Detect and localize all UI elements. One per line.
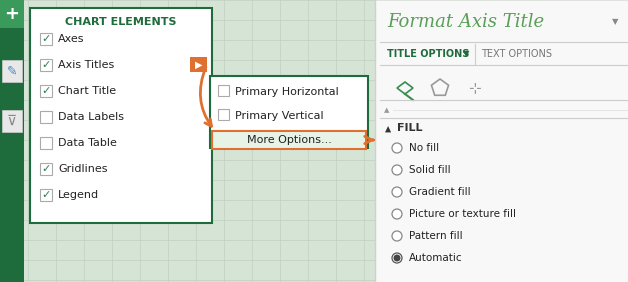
Circle shape [394, 255, 400, 261]
FancyBboxPatch shape [190, 57, 207, 72]
Text: ▲: ▲ [384, 107, 390, 113]
FancyBboxPatch shape [40, 137, 52, 149]
Text: CHART ELEMENTS: CHART ELEMENTS [65, 17, 176, 27]
Text: More Options...: More Options... [247, 135, 332, 145]
FancyArrowPatch shape [365, 136, 373, 144]
FancyBboxPatch shape [218, 109, 229, 120]
FancyBboxPatch shape [210, 76, 368, 148]
Text: Automatic: Automatic [409, 253, 463, 263]
Text: ▼: ▼ [612, 17, 618, 27]
Text: TITLE OPTIONS: TITLE OPTIONS [387, 49, 469, 59]
FancyBboxPatch shape [30, 8, 212, 223]
FancyBboxPatch shape [218, 85, 229, 96]
FancyBboxPatch shape [375, 0, 628, 282]
Text: ▶: ▶ [195, 60, 202, 69]
Circle shape [392, 231, 402, 241]
Circle shape [392, 165, 402, 175]
Text: Data Labels: Data Labels [58, 112, 124, 122]
Text: ✓: ✓ [41, 60, 51, 70]
Text: ⊹: ⊹ [468, 80, 482, 96]
Circle shape [392, 209, 402, 219]
Text: ⊽: ⊽ [7, 114, 17, 128]
Text: Axis Titles: Axis Titles [58, 60, 114, 70]
Text: FILL: FILL [397, 123, 423, 133]
Text: Solid fill: Solid fill [409, 165, 451, 175]
Text: ▼: ▼ [463, 50, 470, 58]
FancyBboxPatch shape [40, 163, 52, 175]
FancyBboxPatch shape [40, 59, 52, 71]
Text: +: + [4, 5, 19, 23]
Text: ✓: ✓ [41, 164, 51, 174]
FancyBboxPatch shape [2, 110, 22, 132]
FancyBboxPatch shape [0, 0, 24, 28]
Text: Primary Vertical: Primary Vertical [235, 111, 323, 121]
Text: TEXT OPTIONS: TEXT OPTIONS [481, 49, 552, 59]
Text: ✓: ✓ [41, 34, 51, 44]
Text: No fill: No fill [409, 143, 439, 153]
Text: Format Axis Title: Format Axis Title [387, 13, 544, 31]
FancyBboxPatch shape [40, 189, 52, 201]
FancyBboxPatch shape [2, 60, 22, 82]
Circle shape [392, 253, 402, 263]
FancyBboxPatch shape [40, 33, 52, 45]
FancyArrowPatch shape [200, 67, 212, 126]
Text: ✎: ✎ [7, 65, 17, 78]
Circle shape [392, 187, 402, 197]
FancyBboxPatch shape [40, 111, 52, 123]
Text: ✓: ✓ [41, 86, 51, 96]
Text: Primary Horizontal: Primary Horizontal [235, 87, 338, 97]
Text: Gradient fill: Gradient fill [409, 187, 470, 197]
FancyBboxPatch shape [40, 85, 52, 97]
Text: Picture or texture fill: Picture or texture fill [409, 209, 516, 219]
Text: Pattern fill: Pattern fill [409, 231, 463, 241]
Text: ✓: ✓ [41, 190, 51, 200]
Text: ◀: ◀ [382, 125, 391, 131]
Text: Axes: Axes [58, 34, 85, 44]
Text: Gridlines: Gridlines [58, 164, 107, 174]
Text: Legend: Legend [58, 190, 99, 200]
Circle shape [392, 143, 402, 153]
Text: Chart Title: Chart Title [58, 86, 116, 96]
FancyBboxPatch shape [212, 131, 366, 149]
FancyBboxPatch shape [0, 0, 24, 282]
Text: Data Table: Data Table [58, 138, 117, 148]
